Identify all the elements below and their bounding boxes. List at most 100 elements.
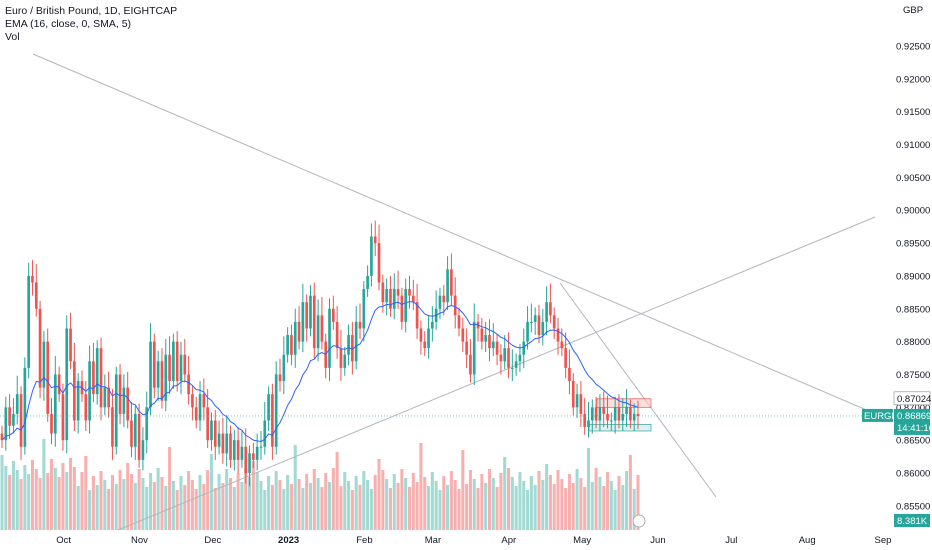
candle-body [217, 433, 221, 447]
volume-bar [506, 468, 511, 530]
volume-bar [579, 478, 583, 530]
candle-body [423, 341, 427, 349]
volume-bar [278, 480, 282, 530]
volume-bar [91, 476, 95, 530]
candle-body [290, 335, 293, 355]
volume-bar [225, 469, 229, 530]
price-axis-currency: GBP [903, 5, 923, 16]
upper-level-label: 0.87024 [897, 394, 931, 405]
volume-bar [495, 487, 499, 530]
candle-body [95, 348, 99, 395]
volume-bar [480, 474, 484, 530]
candle-body [175, 341, 179, 382]
candle-body [347, 335, 350, 355]
volume-bar [236, 473, 240, 530]
volume-bar [339, 486, 343, 530]
candle-body [446, 269, 449, 303]
candle-body [625, 407, 628, 414]
volume-bar [392, 474, 396, 530]
candle-body [587, 420, 590, 428]
candle-body [328, 308, 331, 368]
price-tick: 0.92500 [896, 41, 930, 52]
volume-bar [274, 471, 278, 530]
volume-bar [465, 484, 469, 530]
ema-path [1, 301, 639, 443]
price-tick: 0.88000 [896, 337, 930, 348]
time-tick: Oct [56, 535, 71, 546]
candle-body [507, 348, 510, 368]
volume-bar [34, 469, 38, 530]
candle-body [301, 302, 305, 342]
volume-bars [0, 439, 640, 530]
volume-bar [42, 439, 46, 530]
candle-body [206, 407, 209, 441]
candle-body [293, 321, 297, 355]
candle-body [503, 348, 507, 362]
volume-bar [468, 470, 472, 530]
volume-bar [88, 490, 92, 530]
candle-body [111, 407, 114, 447]
price-tick: 0.89500 [896, 239, 930, 250]
volume-bar [369, 489, 373, 530]
candle-body [590, 407, 594, 421]
volume-bar [564, 488, 568, 530]
volume-bar [259, 481, 263, 530]
candle-body [31, 275, 34, 283]
chart-legend: Euro / British Pound, 1D, EIGHTCAP EMA (… [5, 5, 177, 44]
volume-bar [316, 478, 320, 530]
candle-body [556, 328, 560, 342]
candle-body [23, 367, 27, 447]
candle-body [160, 361, 164, 401]
volume-bar [141, 478, 145, 530]
volume-bar [602, 486, 606, 530]
candle-body [450, 269, 453, 296]
time-tick: Apr [501, 535, 516, 546]
volume-bar [114, 484, 118, 530]
volume-bar [209, 454, 213, 530]
candle-body [552, 315, 556, 329]
volume-bar [4, 466, 8, 530]
candle-body [255, 446, 259, 460]
volume-bar [23, 465, 27, 530]
candle-body [34, 282, 38, 309]
candle-body [19, 394, 23, 447]
candle-body [438, 295, 442, 309]
volume-bar [232, 487, 236, 530]
candle-body [183, 354, 187, 375]
volume-bar [221, 483, 225, 530]
volume-bar [621, 485, 625, 530]
time-tick: Feb [356, 535, 372, 546]
volume-tag [894, 514, 930, 527]
candle-body [274, 374, 278, 447]
volume-bar [430, 472, 434, 530]
volume-bar [129, 474, 134, 530]
candle-body [568, 367, 571, 382]
volume-bar [571, 483, 575, 530]
volume-bar [248, 477, 252, 530]
volume-bar [8, 475, 12, 530]
volume-bar [556, 470, 560, 530]
candle-body [495, 341, 499, 355]
candle-body [488, 335, 491, 349]
ema-legend[interactable]: EMA (16, close, 0, SMA, 5) [5, 18, 132, 30]
volume-bar [149, 473, 153, 530]
volume-bar [103, 480, 107, 530]
candle-body [389, 289, 392, 309]
candle-body [636, 413, 640, 416]
candle-body [240, 446, 244, 460]
volume-legend[interactable]: Vol [5, 31, 20, 43]
volume-bar [53, 468, 57, 530]
symbol-label: EURGBP [864, 411, 904, 422]
volume-bar [263, 490, 267, 530]
volume-bar [510, 477, 514, 530]
candle-body [400, 295, 404, 322]
candle-body [621, 413, 625, 421]
candle-body [381, 282, 385, 303]
volume-bar [282, 489, 286, 530]
resistance-zone-box [596, 398, 652, 408]
symbol-legend[interactable]: Euro / British Pound, 1D, EIGHTCAP [5, 5, 178, 17]
volume-bar [145, 487, 149, 530]
volume-label: 8.381K [897, 516, 928, 527]
